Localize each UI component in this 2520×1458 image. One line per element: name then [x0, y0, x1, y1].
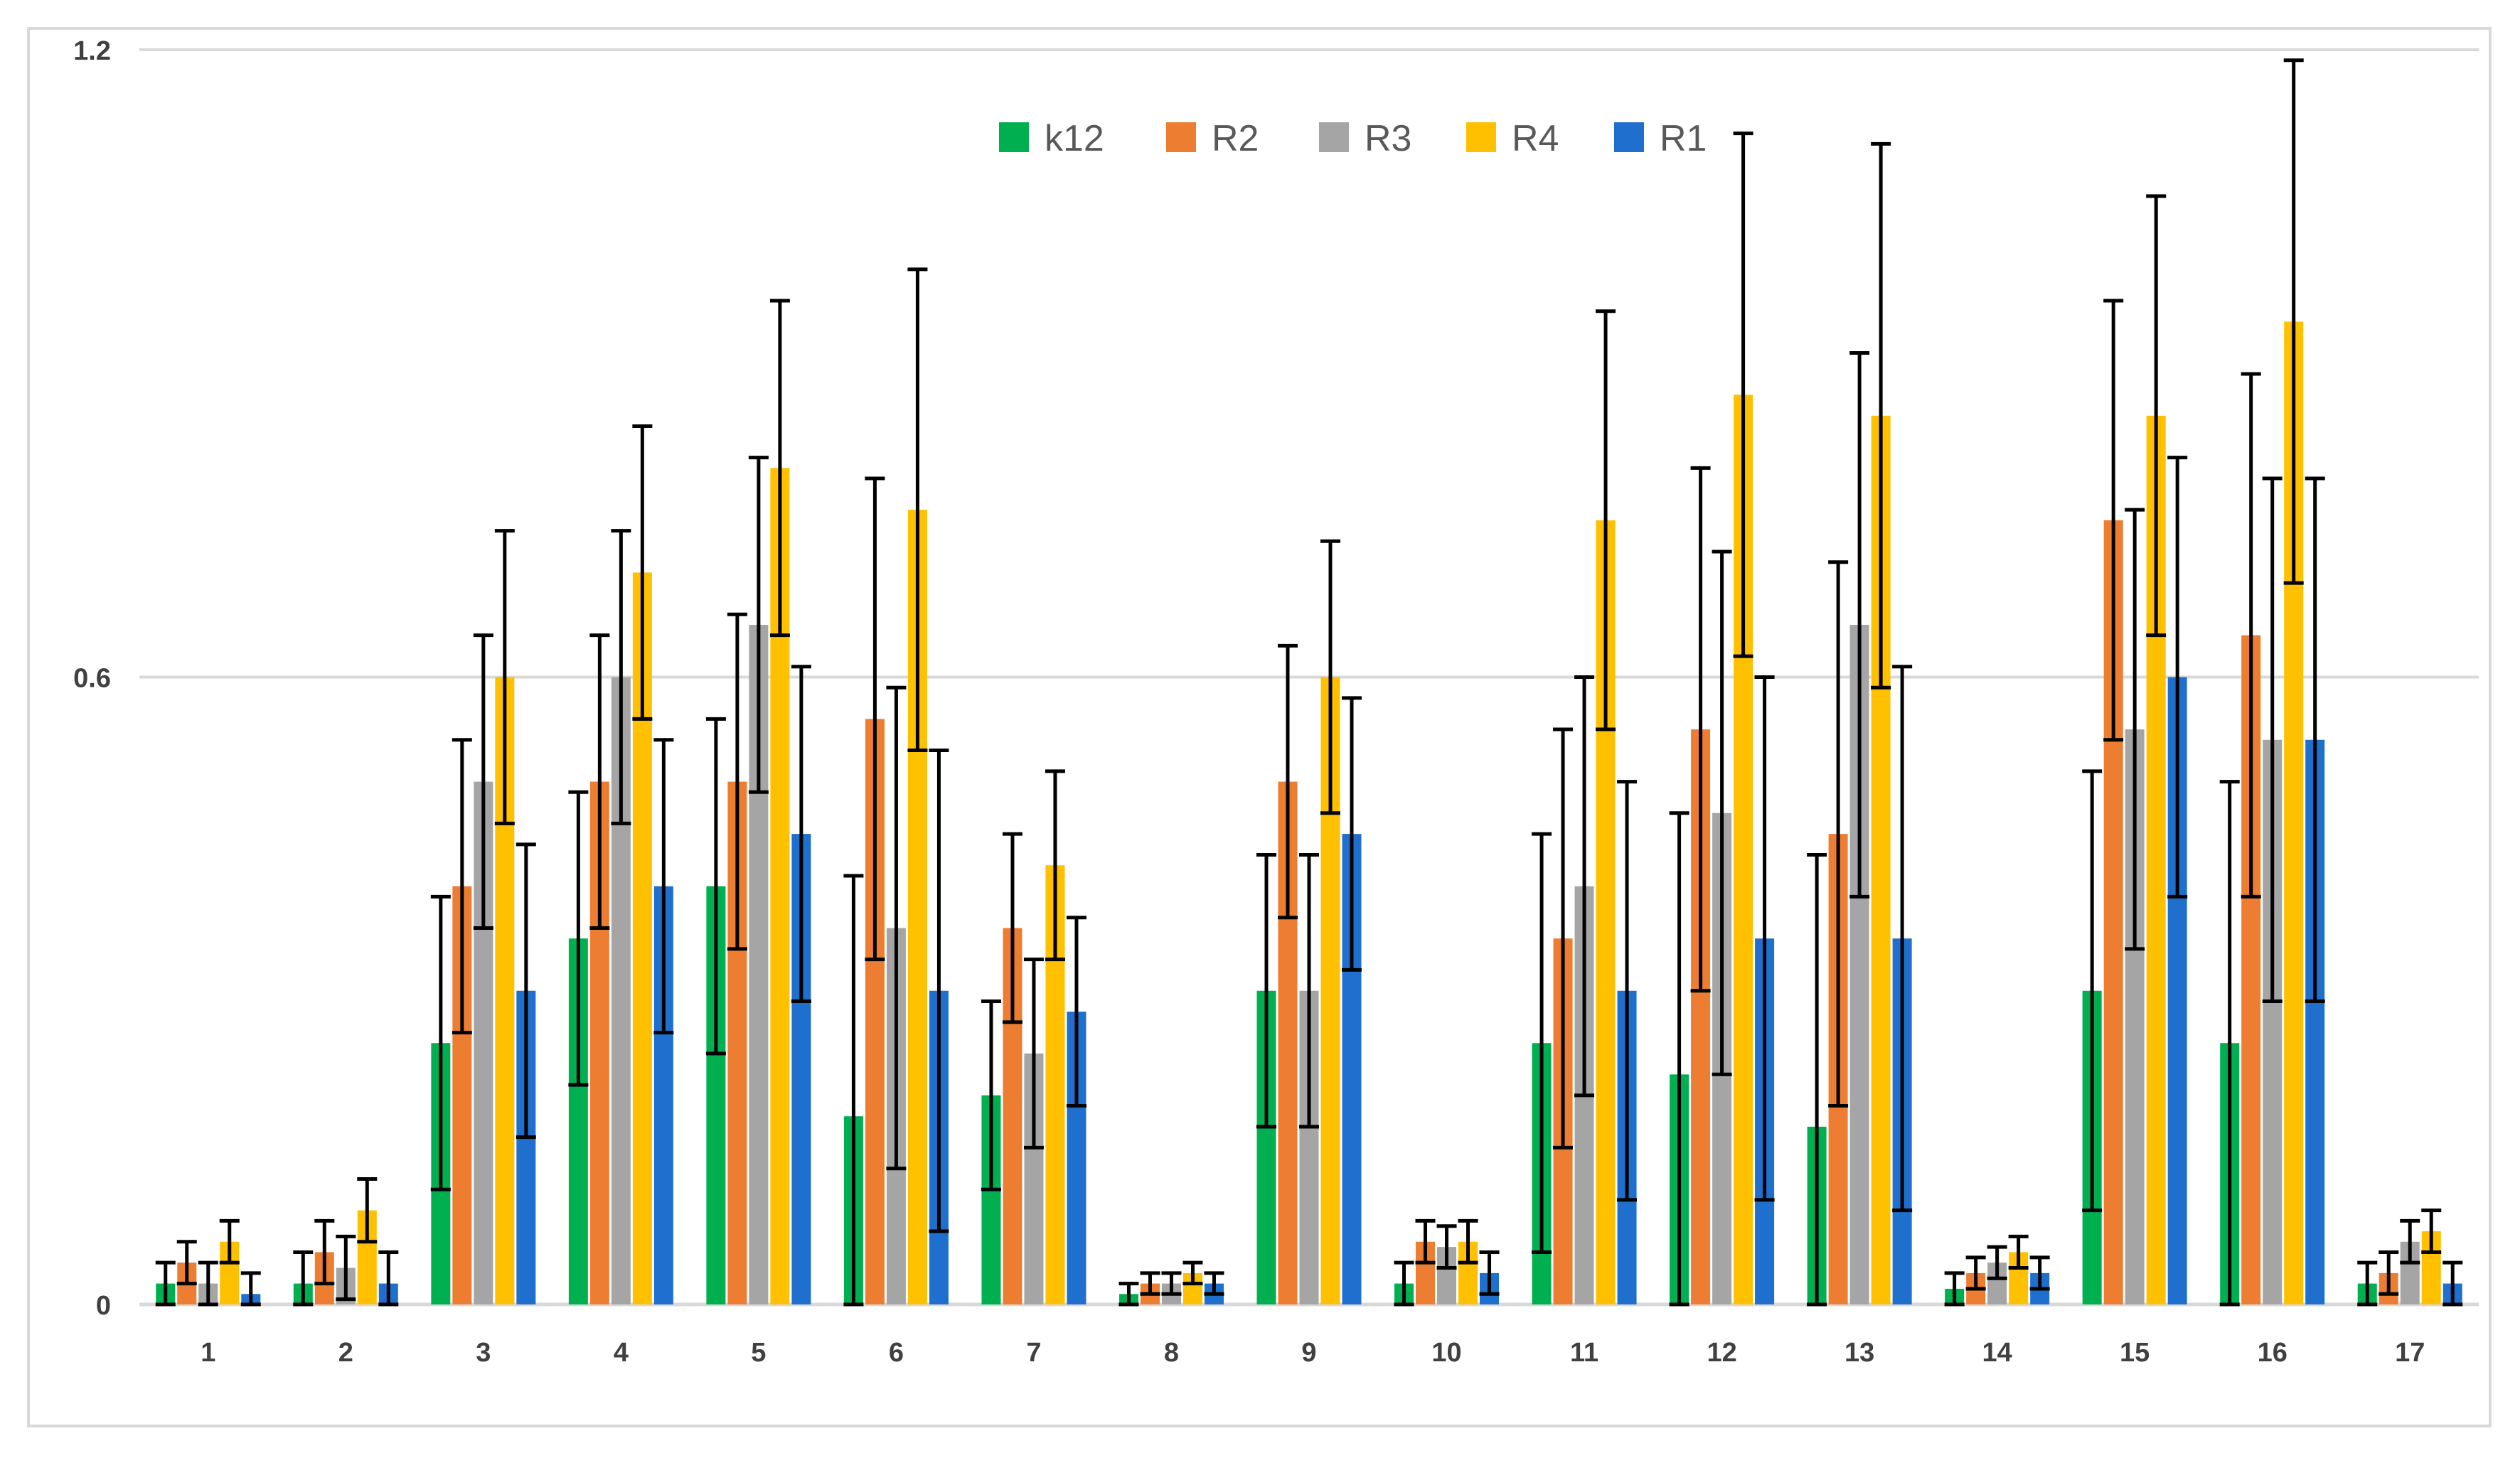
legend-entry-R1: R1	[1614, 118, 1707, 159]
legend-swatch-R2	[1166, 122, 1196, 152]
legend-label-R2: R2	[1212, 118, 1259, 159]
x-tick-label: 16	[2258, 1338, 2287, 1368]
legend-label-R4: R4	[1512, 118, 1559, 159]
legend-swatch-R3	[1319, 122, 1349, 152]
x-tick-label: 12	[1707, 1338, 1736, 1368]
y-tick-label: 0.6	[73, 664, 111, 694]
legend-entry-R4: R4	[1466, 118, 1559, 159]
x-tick-label: 13	[1844, 1338, 1874, 1368]
x-tick-label: 11	[1570, 1338, 1598, 1368]
legend-label-R1: R1	[1660, 118, 1707, 159]
legend: k12 R2 R3 R4 R1	[999, 118, 1707, 159]
legend-entry-R3: R3	[1319, 118, 1411, 159]
y-tick-label: 0	[96, 1291, 111, 1321]
x-tick-label: 14	[1982, 1338, 2012, 1368]
x-tick-label: 17	[2395, 1338, 2425, 1368]
x-axis-ticks: 1 2 3 4 5 6 7 8 9 10 11 12 13 14 15 16 17	[201, 1338, 2425, 1368]
x-tick-label: 3	[476, 1338, 491, 1368]
legend-entry-k12: k12	[999, 118, 1104, 159]
y-tick-label: 1.2	[73, 36, 111, 66]
legend-label-k12: k12	[1045, 118, 1104, 159]
legend-swatch-R4	[1466, 122, 1496, 152]
bars	[156, 321, 2462, 1305]
x-tick-label: 2	[338, 1338, 353, 1368]
x-tick-label: 8	[1164, 1338, 1179, 1368]
x-tick-label: 1	[201, 1338, 215, 1368]
error-bars	[155, 58, 2463, 1307]
x-tick-label: 15	[2120, 1338, 2150, 1368]
legend-entry-R2: R2	[1166, 118, 1259, 159]
legend-swatch-R1	[1614, 122, 1644, 152]
legend-label-R3: R3	[1365, 118, 1411, 159]
x-tick-label: 9	[1301, 1338, 1316, 1368]
x-tick-label: 5	[751, 1338, 766, 1368]
legend-swatch-k12	[999, 122, 1029, 152]
x-tick-label: 6	[889, 1338, 904, 1368]
x-tick-label: 4	[614, 1338, 629, 1368]
y-axis-ticks: 0 0.6 1.2	[73, 36, 111, 1321]
x-tick-label: 7	[1026, 1338, 1041, 1368]
x-tick-label: 10	[1431, 1338, 1461, 1368]
